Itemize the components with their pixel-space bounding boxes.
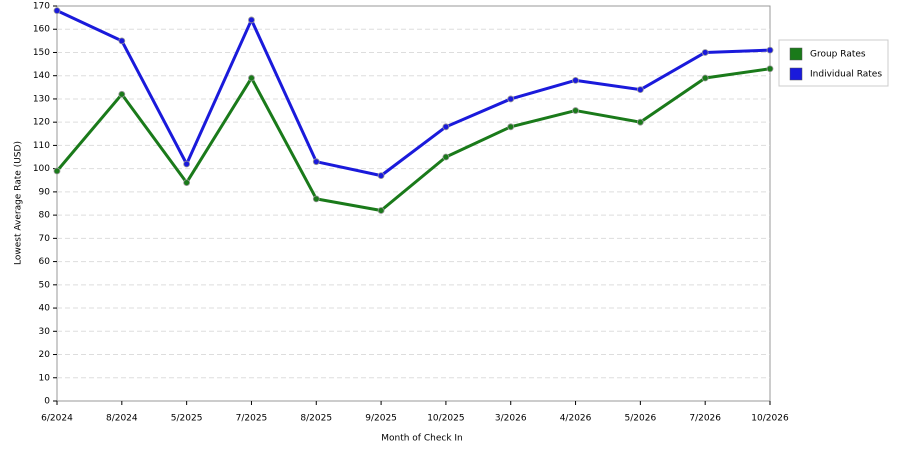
y-tick-label: 160 <box>33 25 50 35</box>
point <box>248 16 255 24</box>
legend-label: Individual Rates <box>810 70 882 80</box>
point <box>53 7 61 15</box>
point <box>377 207 385 214</box>
point <box>118 90 126 98</box>
point <box>442 123 450 131</box>
point <box>507 95 515 103</box>
point <box>442 153 450 161</box>
x-tick-label: 5/2026 <box>625 414 657 424</box>
series-line <box>55 67 771 212</box>
series-line <box>56 9 771 178</box>
point <box>572 107 579 114</box>
y-tick-label: 30 <box>39 327 51 337</box>
x-tick-label: 4/2026 <box>560 414 592 424</box>
point <box>312 158 320 166</box>
point <box>701 49 709 56</box>
point <box>636 86 644 94</box>
point <box>572 76 579 84</box>
y-tick-label: 110 <box>33 141 50 151</box>
y-tick-label: 40 <box>39 304 51 314</box>
point <box>312 195 320 203</box>
y-tick-label: 100 <box>33 164 50 174</box>
point <box>183 179 191 186</box>
legend-swatch <box>789 47 803 61</box>
point <box>118 37 126 45</box>
y-tick-label: 170 <box>33 2 50 12</box>
point <box>248 74 255 82</box>
x-tick-label: 5/2025 <box>171 414 203 424</box>
y-tick-label: 70 <box>39 234 51 244</box>
y-tick-label: 120 <box>33 118 50 128</box>
y-tick-label: 50 <box>39 280 51 290</box>
point <box>377 172 385 180</box>
x-axis-label: Month of Check In <box>381 434 463 444</box>
point <box>53 167 61 175</box>
legend-label: Group Rates <box>810 50 866 60</box>
point <box>766 46 774 54</box>
x-tick-label: 7/2025 <box>236 414 268 424</box>
y-tick-label: 90 <box>39 187 51 197</box>
x-tick-label: 10/2026 <box>751 414 789 424</box>
point <box>507 123 515 131</box>
x-tick-label: 6/2024 <box>41 414 73 424</box>
y-axis-label: Lowest Average Rate (USD) <box>14 141 24 265</box>
y-tick-label: 20 <box>39 350 51 360</box>
x-tick-label: 10/2025 <box>427 414 464 424</box>
plot-frame <box>56 5 771 402</box>
x-tick-label: 7/2026 <box>689 414 721 424</box>
x-tick-label: 3/2026 <box>495 414 527 424</box>
y-tick-label: 0 <box>44 397 50 407</box>
x-tick-label: 9/2025 <box>365 414 397 424</box>
x-tick-label: 8/2025 <box>300 414 332 424</box>
y-tick-label: 140 <box>33 71 50 81</box>
x-tick-label: 8/2024 <box>106 414 138 424</box>
y-tick-label: 130 <box>33 94 50 104</box>
point <box>636 118 644 126</box>
y-tick-label: 150 <box>33 48 50 58</box>
y-tick-label: 60 <box>39 257 51 267</box>
point <box>701 74 709 82</box>
legend-swatch <box>789 67 803 81</box>
y-tick-label: 80 <box>39 211 51 221</box>
point <box>183 160 191 168</box>
y-tick-label: 10 <box>39 373 51 383</box>
point <box>766 65 774 73</box>
